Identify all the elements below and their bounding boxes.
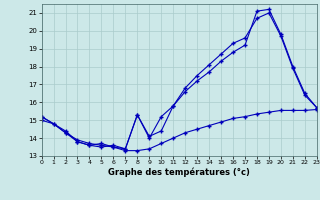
X-axis label: Graphe des températures (°c): Graphe des températures (°c) <box>108 168 250 177</box>
